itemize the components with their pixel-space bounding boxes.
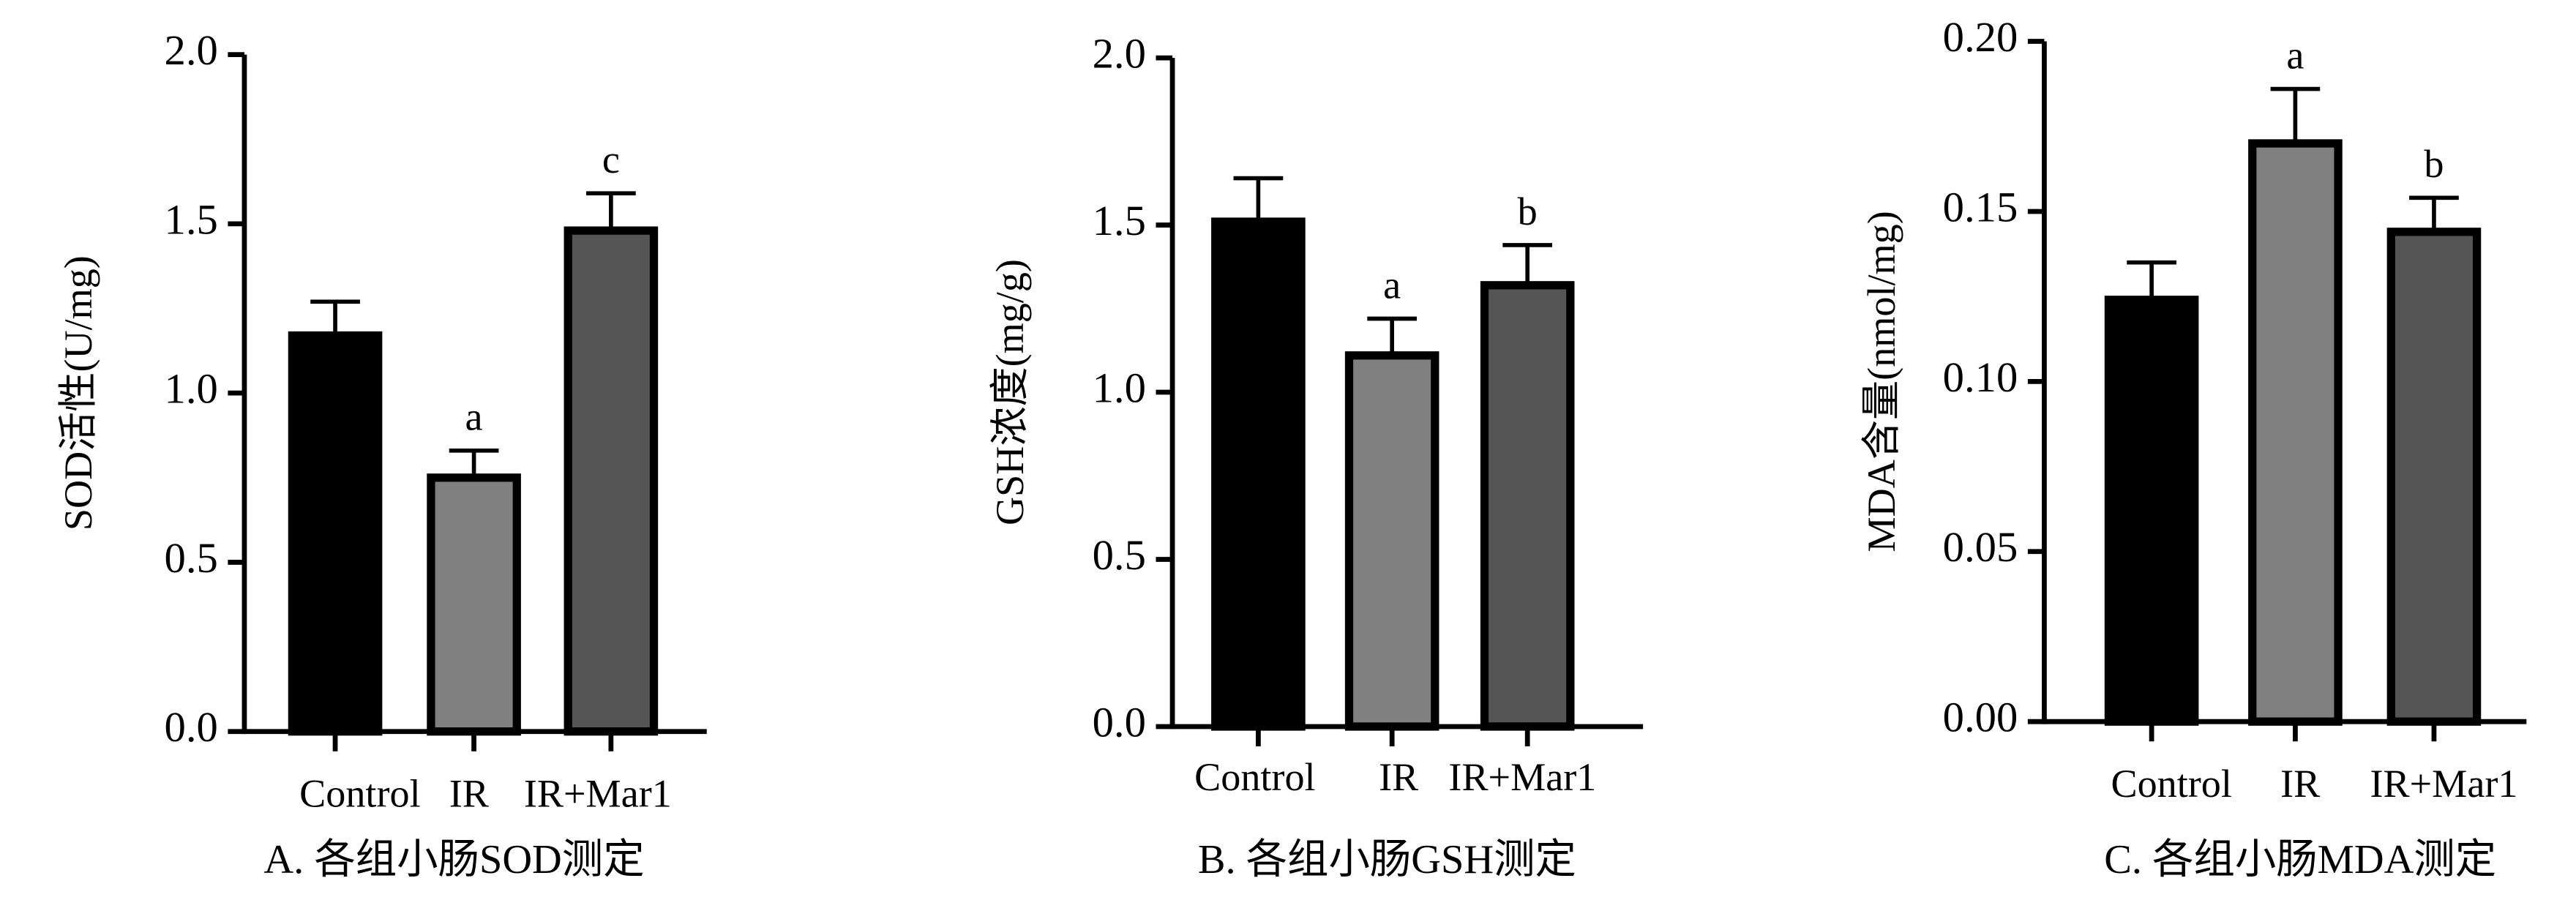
y-axis-label: GSH浓度(mg/g) [988,259,1032,525]
y-axis-label: SOD活性(U/mg) [56,255,100,530]
significance-label: b [2424,142,2444,186]
chart-caption: B. 各组小肠GSH测定 [1198,837,1576,882]
y-tick-label: 1.5 [165,195,218,243]
y-tick-label: 0.15 [1943,183,2018,230]
significance-label: a [1383,263,1401,307]
significance-label: c [602,138,620,181]
y-tick-label: 0.05 [1943,523,2018,571]
x-tick-label: IR [1379,755,1419,799]
y-axis-label: MDA含量(nmol/mg) [1860,211,1903,552]
bar [564,226,659,736]
y-tick-label: 0.5 [1093,531,1146,579]
bar [427,473,521,736]
significance-label: a [465,395,483,439]
y-tick-label: 1.5 [1093,197,1146,244]
bar [288,331,383,736]
x-tick-label: Control [299,771,420,815]
y-tick-label: 1.0 [1093,364,1146,411]
x-tick-label: Control [1194,755,1315,799]
bar [1211,217,1306,731]
y-tick-label: 0.00 [1943,694,2018,741]
y-tick-label: 0.20 [1943,13,2018,61]
y-tick-label: 0.10 [1943,353,2018,401]
bar [2386,228,2482,726]
y-tick-label: 2.0 [165,26,218,74]
bar [2104,296,2199,726]
chart-caption: A. 各组小肠SOD测定 [263,837,644,882]
significance-label: a [2286,33,2304,77]
chart-caption: C. 各组小肠MDA测定 [2104,837,2496,882]
bar [1344,351,1439,731]
y-tick-label: 2.0 [1093,30,1146,78]
x-tick-label: Control [2111,762,2231,806]
bar [2248,139,2343,726]
x-tick-label: IR [2280,762,2321,806]
y-tick-label: 0.5 [165,534,218,582]
y-tick-label: 1.0 [165,365,218,413]
bar [1480,281,1575,731]
y-tick-label: 0.0 [1093,698,1146,746]
x-tick-label: IR [449,771,490,815]
x-tick-label: IR+Mar1 [1448,755,1596,799]
x-tick-label: IR+Mar1 [524,771,672,815]
x-tick-label: IR+Mar1 [2370,762,2518,806]
y-tick-label: 0.0 [165,703,218,751]
significance-label: b [1518,190,1538,233]
